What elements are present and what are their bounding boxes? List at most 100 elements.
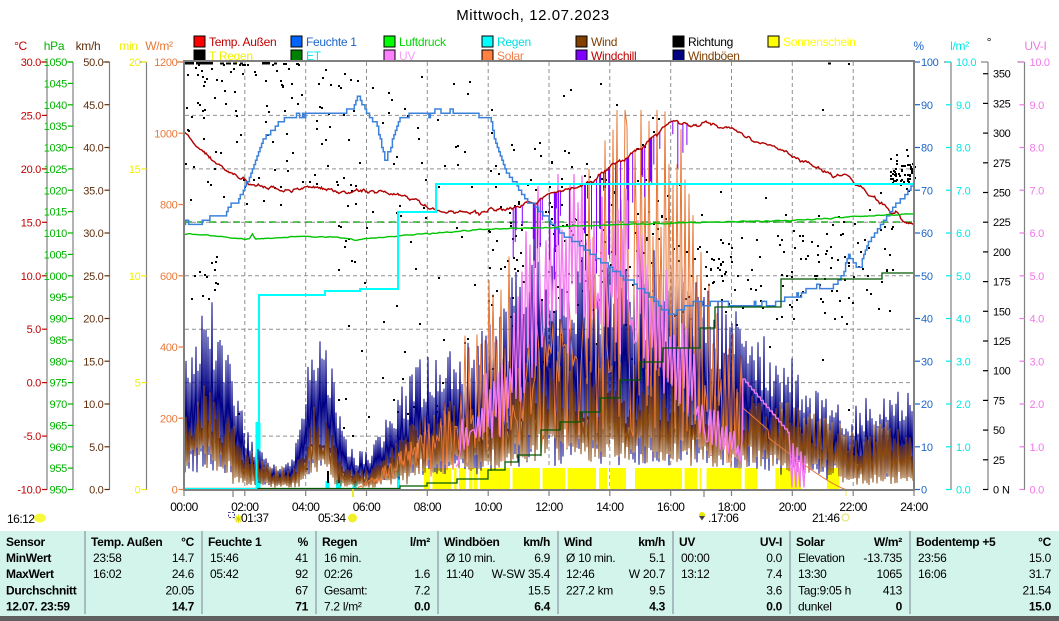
svg-text:15.0: 15.0	[1029, 551, 1052, 565]
svg-text:5.0: 5.0	[27, 324, 42, 336]
svg-text:10.0: 10.0	[956, 57, 976, 69]
svg-text:950: 950	[50, 485, 68, 497]
svg-text:08:00: 08:00	[414, 500, 442, 514]
svg-text:300: 300	[993, 128, 1011, 140]
svg-text:960: 960	[50, 442, 68, 454]
svg-text:°C: °C	[1038, 535, 1051, 549]
svg-text:15: 15	[129, 164, 141, 176]
svg-text:6.0: 6.0	[1030, 228, 1045, 240]
svg-text:22:00: 22:00	[839, 500, 867, 514]
svg-text:1015: 1015	[44, 207, 67, 219]
svg-text:8.0: 8.0	[956, 143, 971, 155]
svg-text:24.6: 24.6	[172, 567, 195, 581]
svg-text:15:46: 15:46	[210, 551, 239, 565]
svg-text:dunkel: dunkel	[798, 600, 832, 614]
svg-text:20:00: 20:00	[779, 500, 807, 514]
svg-text:0: 0	[896, 600, 903, 614]
svg-text:90: 90	[921, 100, 933, 112]
svg-text:20: 20	[921, 399, 933, 411]
svg-text:.17:06: .17:06	[708, 511, 739, 525]
svg-text:1.0: 1.0	[956, 442, 971, 454]
svg-text:9.5: 9.5	[649, 584, 665, 598]
svg-text:1065: 1065	[877, 567, 903, 581]
svg-text:980: 980	[50, 356, 68, 368]
svg-text:2.0: 2.0	[956, 399, 971, 411]
svg-text:6.0: 6.0	[956, 228, 971, 240]
svg-text:955: 955	[50, 463, 68, 475]
svg-text:Luftdruck: Luftdruck	[399, 35, 447, 49]
svg-text:Windböen: Windböen	[688, 49, 740, 63]
svg-text:7.2: 7.2	[414, 584, 430, 598]
svg-text:45.0: 45.0	[83, 100, 103, 112]
svg-text:4.0: 4.0	[1030, 314, 1045, 326]
svg-text:20.05: 20.05	[165, 584, 194, 598]
svg-text:18:00: 18:00	[718, 500, 746, 514]
svg-text:Solar: Solar	[796, 535, 825, 549]
svg-text:02:00: 02:00	[231, 500, 259, 514]
svg-text:Temp. Außen: Temp. Außen	[209, 35, 276, 49]
svg-text:00:00: 00:00	[170, 500, 198, 514]
svg-text:W/m²: W/m²	[874, 535, 902, 549]
svg-text:92: 92	[295, 567, 308, 581]
svg-text:25.0: 25.0	[83, 271, 103, 283]
svg-text:km/h: km/h	[76, 39, 101, 53]
svg-text:14.7: 14.7	[172, 551, 195, 565]
svg-text:Gesamt:: Gesamt:	[324, 584, 367, 598]
svg-text:%: %	[913, 39, 924, 53]
svg-text:150: 150	[993, 306, 1011, 318]
svg-text:MaxWert: MaxWert	[6, 567, 54, 581]
svg-text:40: 40	[921, 314, 933, 326]
svg-text:°: °	[987, 35, 992, 49]
svg-text:60: 60	[921, 228, 933, 240]
svg-text:0.0: 0.0	[766, 600, 782, 614]
svg-text:41: 41	[295, 551, 308, 565]
svg-text:25: 25	[993, 455, 1005, 467]
svg-text:3.6: 3.6	[766, 584, 782, 598]
svg-text:990: 990	[50, 314, 68, 326]
svg-text:04:00: 04:00	[292, 500, 320, 514]
svg-text:Sonnenschein: Sonnenschein	[783, 35, 855, 49]
svg-text:600: 600	[160, 271, 178, 283]
svg-text:965: 965	[50, 420, 68, 432]
svg-text:Regen: Regen	[497, 35, 531, 49]
svg-text:250: 250	[993, 188, 1011, 200]
svg-text:20.0: 20.0	[21, 164, 41, 176]
svg-text:-5.0: -5.0	[23, 431, 41, 443]
svg-text:13:12: 13:12	[681, 567, 710, 581]
svg-text:20: 20	[129, 57, 141, 69]
svg-text:02:26: 02:26	[324, 567, 353, 581]
svg-text:Feuchte 1: Feuchte 1	[208, 535, 262, 549]
svg-text:4.3: 4.3	[649, 600, 665, 614]
svg-text:16:00: 16:00	[657, 500, 685, 514]
svg-text:Elevation: Elevation	[798, 551, 845, 565]
svg-text:Ø 10 min.: Ø 10 min.	[446, 551, 495, 565]
svg-text:0: 0	[172, 485, 178, 497]
svg-text:9.0: 9.0	[1030, 100, 1045, 112]
svg-text:15.0: 15.0	[83, 356, 103, 368]
svg-text:350: 350	[993, 69, 1011, 81]
svg-text:Windchill: Windchill	[591, 49, 636, 63]
svg-text:14:00: 14:00	[596, 500, 624, 514]
svg-text:16:06: 16:06	[918, 567, 947, 581]
svg-text:200: 200	[993, 247, 1011, 259]
svg-text:W-SW 35.4: W-SW 35.4	[492, 567, 551, 581]
svg-text:Tag:9:05 h: Tag:9:05 h	[798, 584, 851, 598]
svg-text:225: 225	[993, 217, 1011, 229]
svg-text:0.0: 0.0	[766, 551, 782, 565]
svg-text:16:12: 16:12	[7, 512, 35, 526]
svg-text:10.0: 10.0	[21, 271, 41, 283]
svg-text:km/h: km/h	[638, 535, 665, 549]
svg-text:0: 0	[993, 485, 999, 497]
svg-text:12:00: 12:00	[535, 500, 563, 514]
svg-text:N: N	[1002, 485, 1010, 497]
svg-text:l/m²: l/m²	[950, 39, 969, 53]
svg-text:975: 975	[50, 378, 68, 390]
svg-text:200: 200	[160, 413, 178, 425]
svg-text:Ø 10 min.: Ø 10 min.	[566, 551, 615, 565]
svg-text:10.0: 10.0	[83, 399, 103, 411]
svg-text:W 20.7: W 20.7	[629, 567, 666, 581]
svg-text:0.0: 0.0	[27, 378, 42, 390]
svg-text:7.0: 7.0	[1030, 185, 1045, 197]
svg-text:0.0: 0.0	[414, 600, 430, 614]
svg-text:12:46: 12:46	[566, 567, 595, 581]
